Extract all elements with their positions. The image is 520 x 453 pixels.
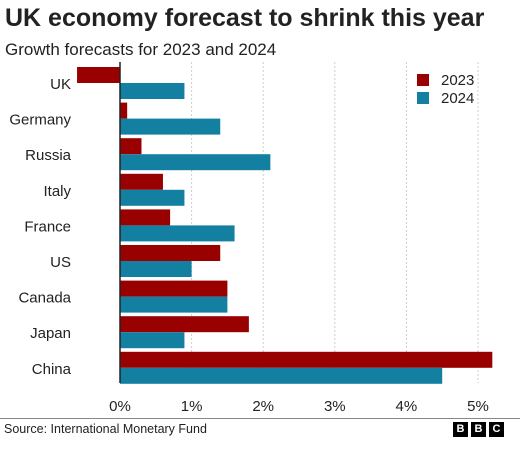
legend-label-2024: 2024	[441, 89, 475, 107]
bar-2024	[120, 332, 185, 349]
bar-2024	[120, 225, 235, 242]
bar-2024	[120, 118, 221, 135]
chart-title: UK economy forecast to shrink this year	[5, 4, 485, 32]
category-label: US	[50, 254, 71, 271]
bbc-logo-block: C	[489, 422, 504, 437]
category-label: France	[24, 218, 71, 235]
legend-swatch-2024	[417, 92, 429, 104]
legend-swatch-2023	[417, 74, 429, 86]
bbc-logo: B B C	[453, 422, 504, 437]
footer-divider	[0, 418, 520, 419]
bar-2023	[120, 245, 221, 261]
bar-2023	[120, 138, 142, 155]
x-tick-label: 3%	[324, 398, 346, 415]
bar-2023	[120, 102, 128, 119]
x-tick-label: 1%	[181, 398, 203, 415]
category-label: Italy	[43, 183, 71, 200]
bar-2024	[120, 154, 271, 171]
source-note: Source: International Monetary Fund	[4, 422, 207, 436]
x-tick-label: 4%	[396, 398, 418, 415]
bar-2023	[120, 173, 163, 190]
chart-legend: 2023 2024	[417, 71, 474, 107]
bar-2023	[77, 67, 120, 83]
bbc-logo-block: B	[471, 422, 486, 437]
bar-2024	[120, 261, 192, 277]
category-label: Germany	[9, 112, 71, 129]
bar-2023	[120, 280, 228, 297]
x-tick-label: 5%	[467, 398, 489, 415]
bbc-logo-block: B	[453, 422, 468, 437]
bar-2024	[120, 296, 228, 313]
legend-item-2024: 2024	[417, 89, 474, 107]
bar-2023	[120, 351, 493, 368]
x-tick-label: 2%	[252, 398, 274, 415]
legend-label-2023: 2023	[441, 71, 475, 89]
bar-2024	[120, 189, 185, 206]
x-tick-label: 0%	[109, 398, 131, 415]
category-label: Japan	[30, 325, 71, 342]
bar-2023	[120, 316, 249, 333]
bar-2023	[120, 209, 171, 226]
bar-2024	[120, 367, 443, 384]
category-label: UK	[50, 76, 71, 93]
chart-subtitle: Growth forecasts for 2023 and 2024	[5, 40, 277, 59]
legend-item-2023: 2023	[417, 71, 474, 89]
bar-chart: 0% 1% 2% 3% 4% 5% UK Germany Russia Italy France US…	[9, 62, 493, 415]
category-label: Canada	[18, 290, 71, 307]
category-label: China	[32, 361, 72, 378]
category-label: Russia	[25, 147, 72, 164]
bar-2024	[120, 83, 185, 99]
